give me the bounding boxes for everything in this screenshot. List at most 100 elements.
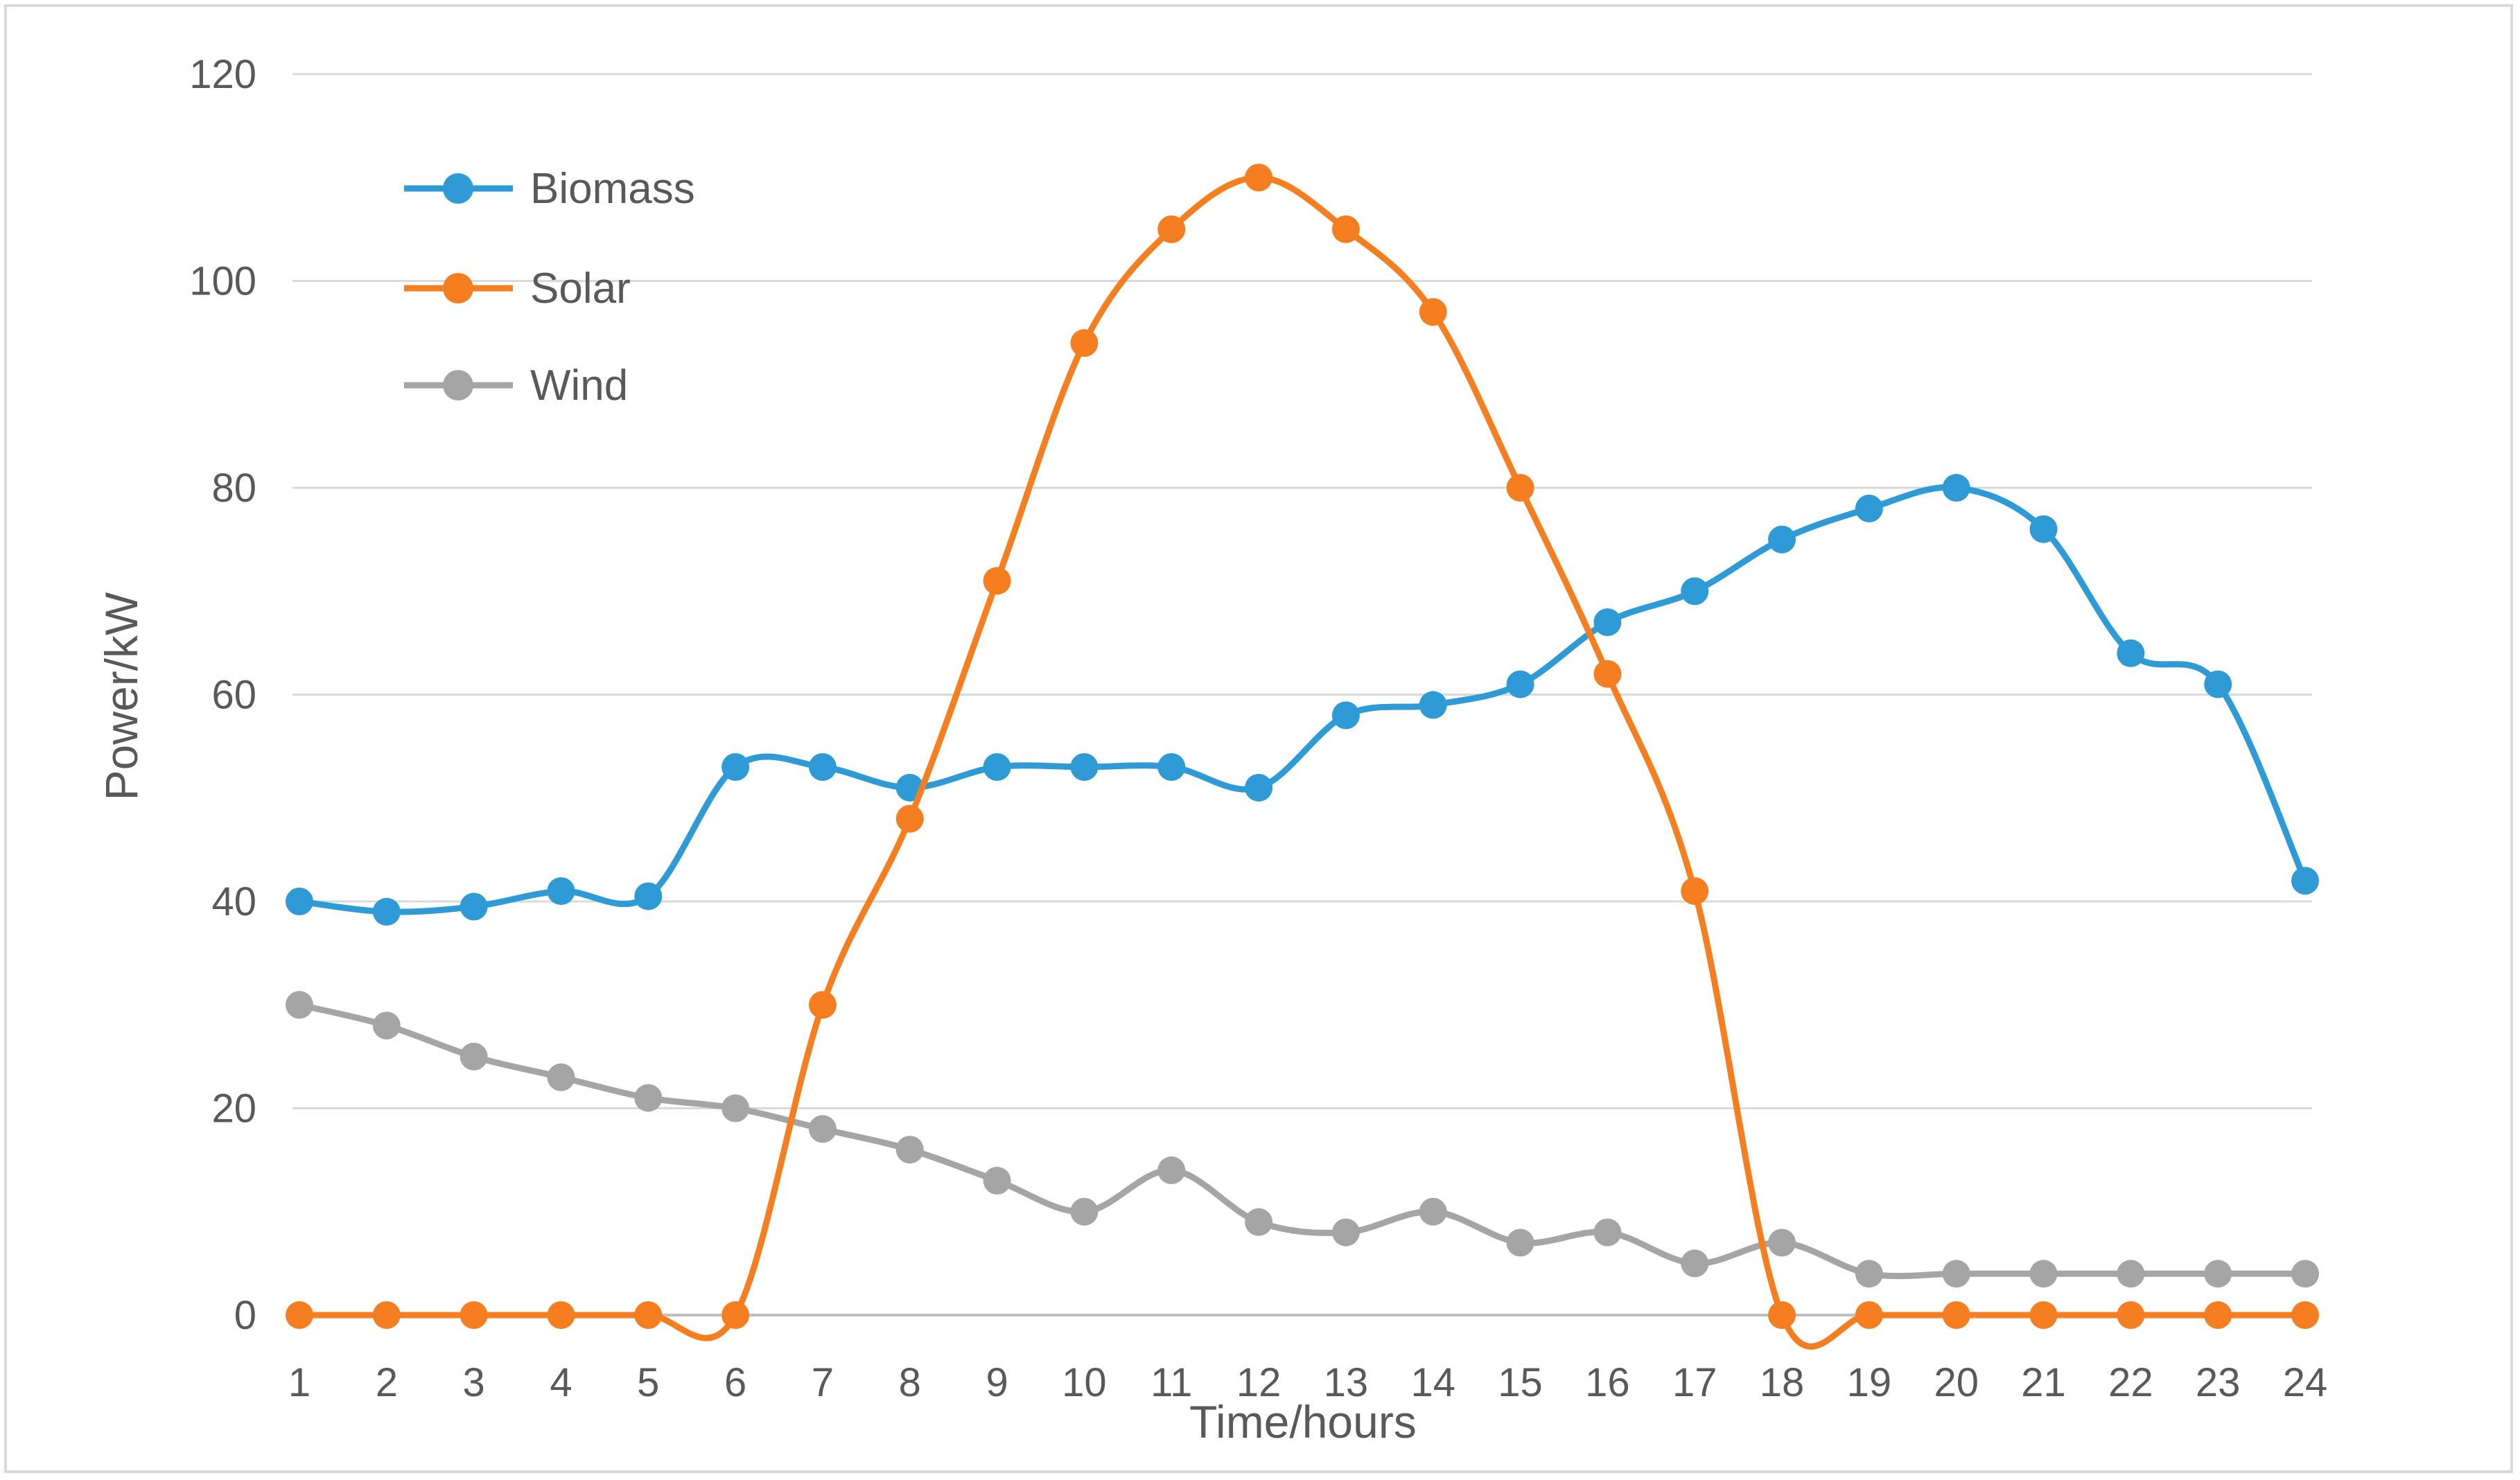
legend-marker-biomass: [443, 173, 473, 204]
solar-point: [808, 991, 837, 1019]
wind-point: [1768, 1228, 1796, 1257]
y-tick-label: 80: [211, 466, 256, 511]
legend: Biomass Solar Wind: [404, 165, 695, 409]
x-tick-label: 16: [1585, 1360, 1630, 1405]
wind-point: [372, 1012, 401, 1040]
series-solar: [286, 164, 2319, 1350]
wind-point: [1855, 1260, 1883, 1288]
wind-point: [2291, 1260, 2319, 1288]
solar-point: [460, 1301, 488, 1329]
biomass-point: [1855, 494, 1883, 522]
wind-point: [983, 1166, 1011, 1195]
series-wind: [286, 991, 2319, 1288]
biomass-point: [1157, 752, 1186, 781]
wind-point: [1157, 1156, 1186, 1185]
wind-point: [895, 1136, 924, 1164]
x-tick-label: 22: [2108, 1360, 2153, 1405]
solar-point: [1855, 1301, 1883, 1329]
wind-point: [1681, 1249, 1709, 1278]
x-axis-title: Time/hours: [1189, 1396, 1417, 1447]
solar-point: [372, 1301, 401, 1329]
solar-point: [2204, 1301, 2232, 1329]
wind-point: [808, 1115, 837, 1143]
wind-point: [721, 1094, 750, 1122]
wind-point: [2204, 1260, 2232, 1288]
biomass-point: [1768, 525, 1796, 554]
y-axis-title: Power/kW: [96, 592, 147, 800]
wind-point: [1245, 1208, 1273, 1236]
biomass-point: [983, 752, 1011, 781]
biomass-point: [2029, 515, 2058, 543]
solar-point: [634, 1301, 663, 1329]
x-tick-label: 9: [986, 1360, 1008, 1405]
solar-point: [983, 567, 1011, 595]
x-tick-label: 23: [2196, 1360, 2241, 1405]
y-tick-label: 0: [234, 1293, 256, 1338]
x-tick-label: 19: [1847, 1360, 1892, 1405]
legend-label-biomass: Biomass: [530, 165, 695, 213]
legend-item-biomass: Biomass: [404, 165, 695, 213]
x-tick-label: 17: [1672, 1360, 1717, 1405]
x-tick-label: 13: [1324, 1360, 1369, 1405]
y-tick-label: 20: [211, 1086, 256, 1131]
biomass-point: [721, 752, 750, 781]
solar-point: [1331, 215, 1360, 243]
biomass-line: [296, 484, 2309, 915]
y-axis-ticks: 0 20 40 60 80 100 120: [189, 52, 256, 1338]
solar-point: [2029, 1301, 2058, 1329]
legend-marker-solar: [443, 273, 473, 303]
biomass-point: [2291, 867, 2319, 895]
solar-point: [1506, 474, 1534, 502]
biomass-point: [460, 892, 488, 921]
wind-line: [296, 1001, 2309, 1280]
y-tick-label: 60: [211, 673, 256, 718]
wind-point: [1419, 1197, 1447, 1226]
legend-item-wind: Wind: [404, 362, 628, 409]
legend-marker-wind: [443, 370, 473, 400]
solar-point: [1681, 877, 1709, 906]
wind-point: [286, 991, 313, 1019]
biomass-point: [1070, 752, 1099, 781]
x-tick-label: 7: [812, 1360, 834, 1405]
x-tick-label: 8: [899, 1360, 921, 1405]
x-tick-label: 11: [1150, 1360, 1192, 1405]
wind-point: [547, 1063, 575, 1091]
x-axis-ticks: 1 2 3 4 5 6 7 8 9 10 11 12 13 14 15 16 17 18 19 20 21 22 23 24: [288, 1360, 2327, 1405]
biomass-point: [286, 888, 313, 915]
wind-point: [2029, 1260, 2058, 1288]
biomass-point: [2204, 670, 2232, 698]
y-tick-label: 100: [189, 259, 256, 304]
x-tick-label: 3: [463, 1360, 485, 1405]
wind-point: [634, 1084, 663, 1112]
y-tick-label: 120: [189, 52, 256, 97]
legend-item-solar: Solar: [404, 265, 631, 312]
x-tick-label: 5: [637, 1360, 659, 1405]
x-tick-label: 2: [376, 1360, 398, 1405]
wind-point: [1506, 1228, 1534, 1257]
gridlines: [292, 73, 2312, 1316]
wind-point: [1331, 1218, 1360, 1246]
solar-point: [1593, 660, 1622, 688]
biomass-point: [634, 882, 663, 910]
solar-point: [1768, 1301, 1796, 1329]
solar-point: [1157, 215, 1186, 243]
wind-point: [2117, 1260, 2145, 1288]
x-tick-label: 10: [1062, 1360, 1107, 1405]
legend-label-wind: Wind: [530, 362, 628, 409]
solar-point: [1070, 329, 1099, 358]
biomass-point: [1245, 773, 1273, 802]
x-tick-label: 20: [1934, 1360, 1979, 1405]
x-tick-label: 24: [2283, 1360, 2328, 1405]
solar-point: [2117, 1301, 2145, 1329]
solar-point: [1419, 298, 1447, 326]
biomass-point: [1942, 474, 1970, 502]
wind-point: [1593, 1218, 1622, 1246]
legend-label-solar: Solar: [530, 265, 631, 312]
solar-point: [1942, 1301, 1970, 1329]
biomass-point: [1681, 577, 1709, 606]
solar-point: [2291, 1301, 2319, 1329]
solar-point: [895, 804, 924, 833]
biomass-point: [2117, 639, 2145, 667]
x-tick-label: 6: [724, 1360, 746, 1405]
biomass-point: [1331, 701, 1360, 730]
